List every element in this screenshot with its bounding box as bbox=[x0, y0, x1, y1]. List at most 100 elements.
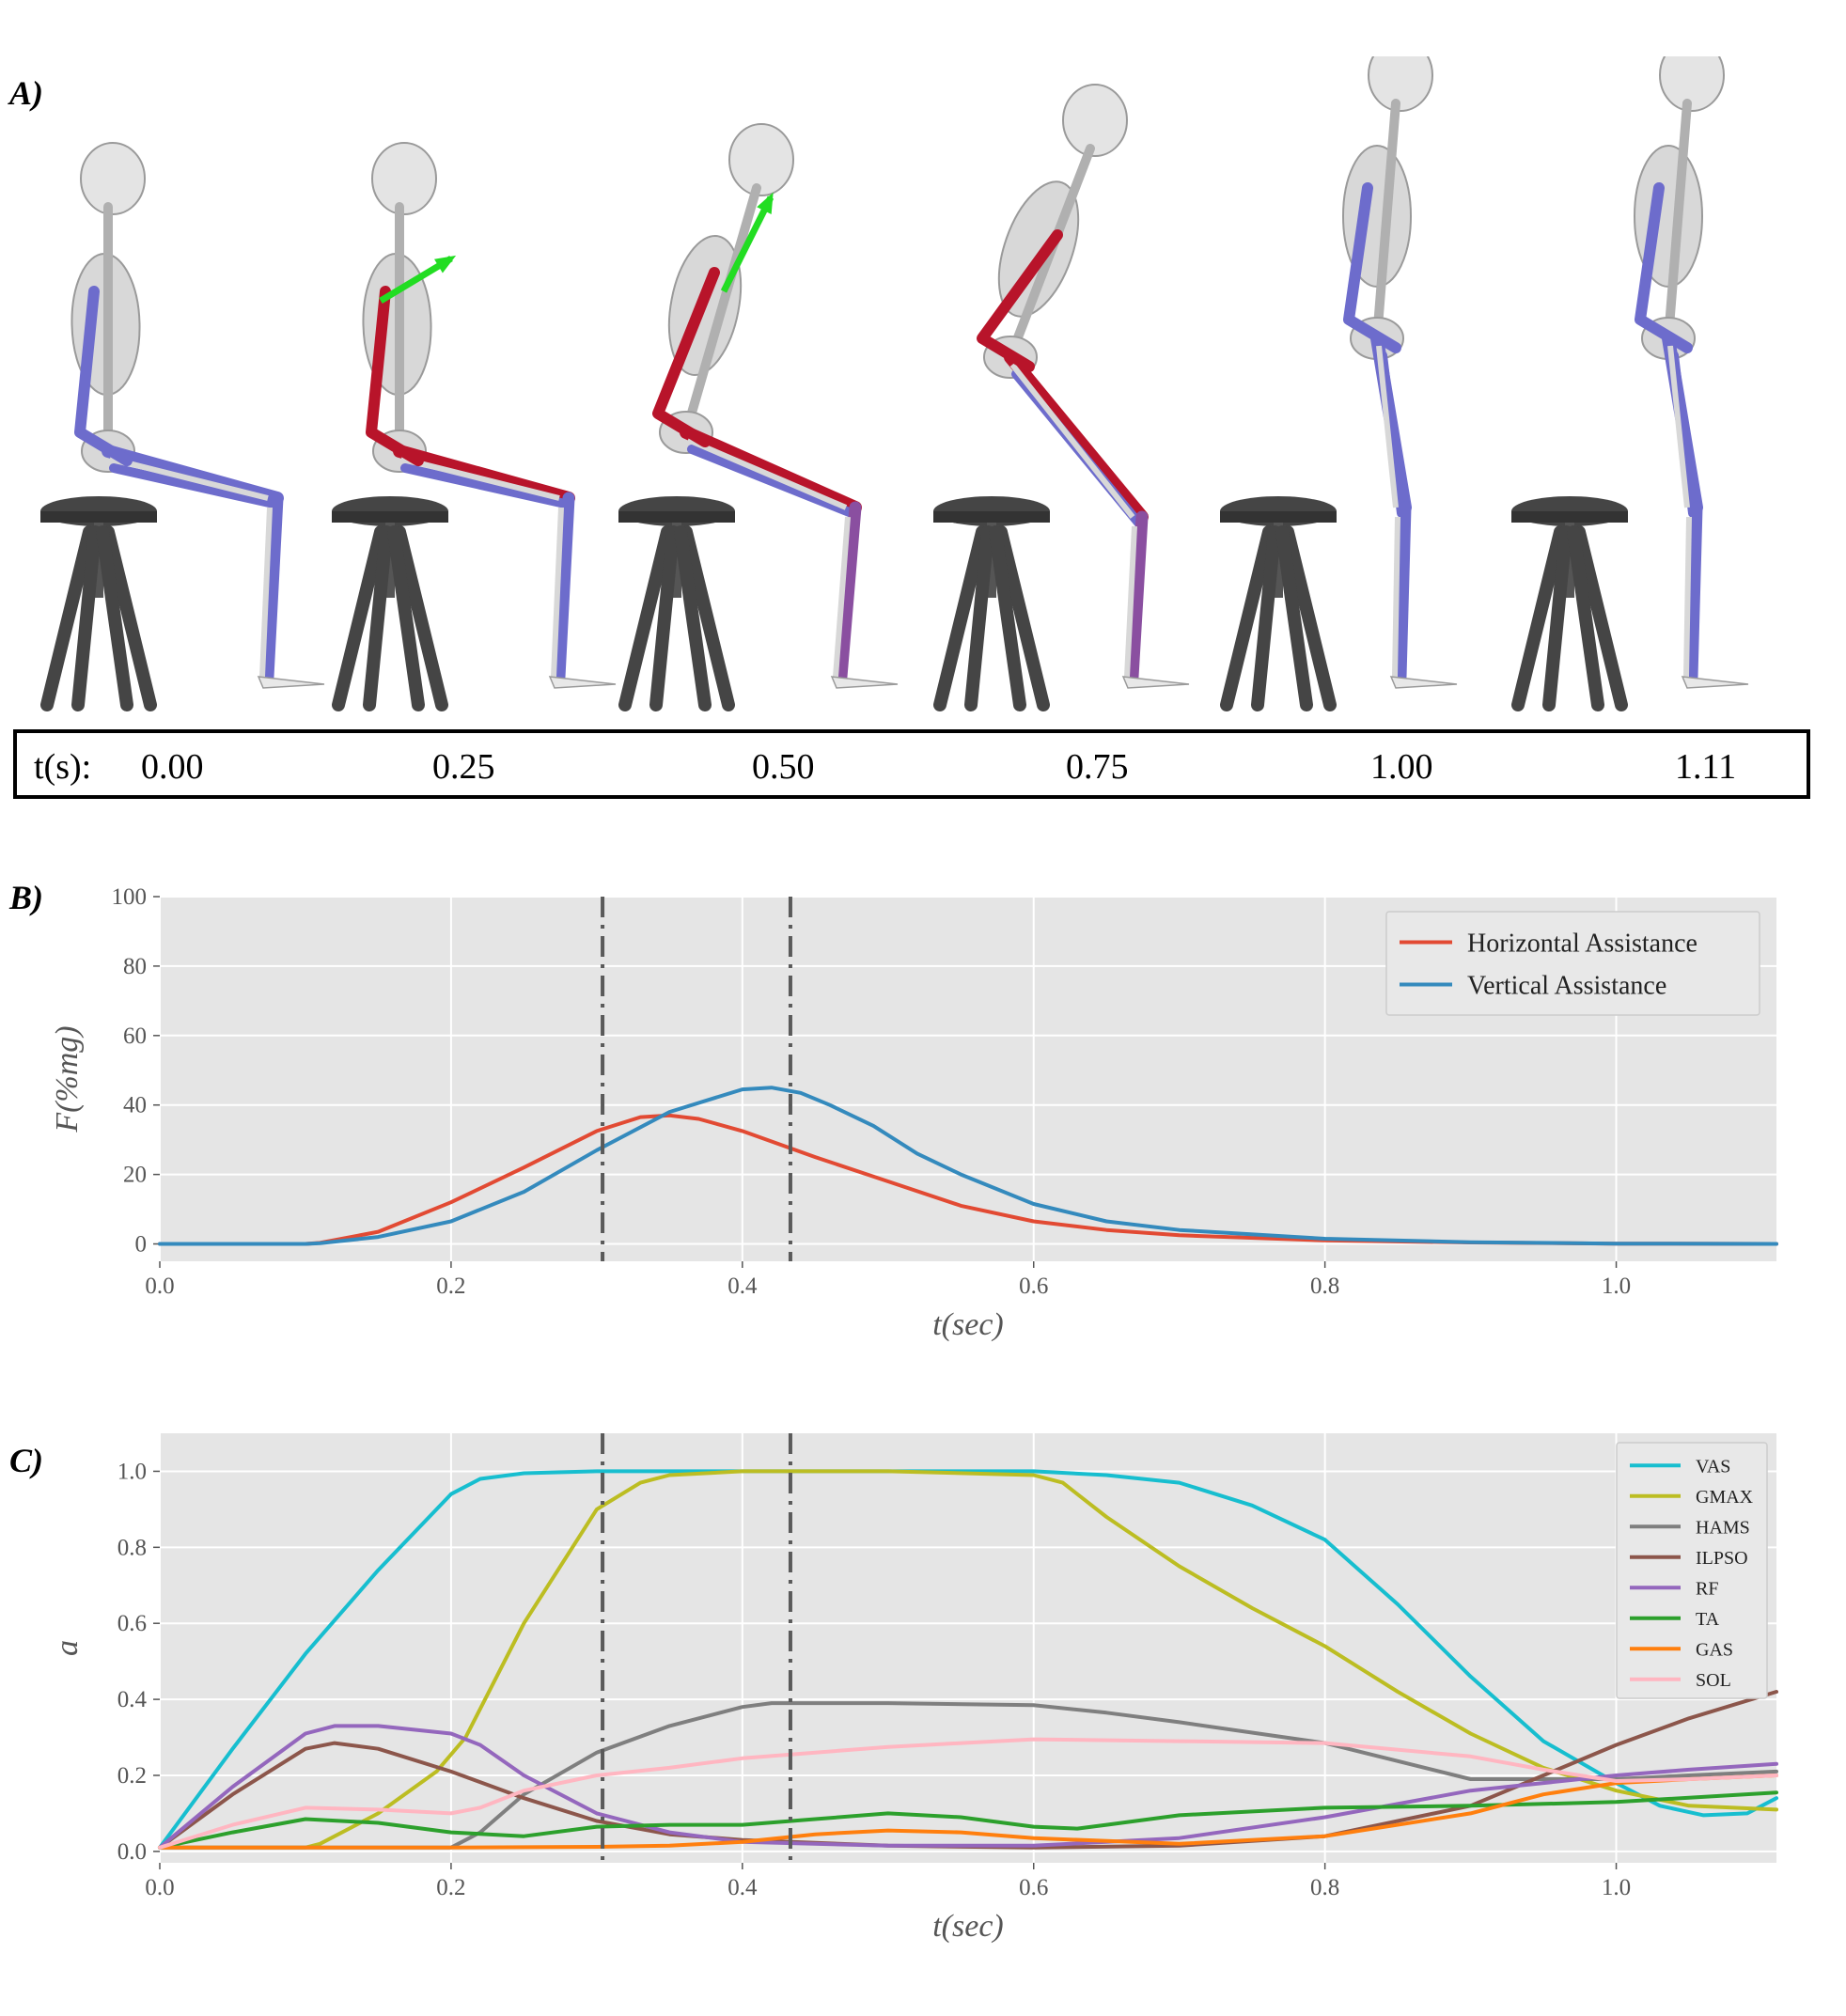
stool-leg bbox=[989, 525, 1026, 711]
stool-leg bbox=[102, 525, 157, 711]
x-tick-label: 0.4 bbox=[727, 1875, 758, 1900]
pose-figure bbox=[40, 142, 325, 711]
x-tick-label: 0.0 bbox=[145, 1274, 174, 1299]
thigh-muscle bbox=[1004, 351, 1149, 524]
time-value: 1.00 bbox=[1370, 747, 1433, 787]
series-line bbox=[158, 1774, 1778, 1850]
tibia bbox=[1683, 516, 1692, 678]
legend-label: VAS bbox=[1696, 1456, 1730, 1477]
arm-muscle bbox=[366, 286, 424, 466]
time-row-label: t(s): bbox=[34, 747, 92, 787]
thigh-muscle-back bbox=[687, 445, 856, 518]
x-tick-label: 0.2 bbox=[436, 1875, 465, 1900]
x-axis-label: t(sec) bbox=[932, 1307, 1004, 1342]
legend-label: GAS bbox=[1696, 1639, 1733, 1660]
femur bbox=[686, 437, 848, 510]
stool-leg bbox=[1511, 525, 1567, 711]
arm-muscle bbox=[1343, 182, 1401, 353]
x-tick-label: 0.0 bbox=[145, 1875, 174, 1900]
y-tick-label: 0.0 bbox=[117, 1839, 147, 1865]
stool-leg bbox=[1251, 525, 1281, 711]
shank-muscle bbox=[261, 492, 284, 683]
skull bbox=[1368, 56, 1433, 112]
foot bbox=[1681, 676, 1749, 689]
pose-figure bbox=[1511, 56, 1749, 711]
pose-figure bbox=[933, 84, 1190, 711]
series-line bbox=[158, 1086, 1778, 1246]
x-tick-label: 1.0 bbox=[1602, 1274, 1631, 1299]
legend-label: Vertical Assistance bbox=[1467, 971, 1666, 1000]
shank-muscle bbox=[1126, 510, 1149, 683]
stool-seat-edge bbox=[332, 511, 448, 523]
thigh-muscle bbox=[393, 445, 575, 505]
y-tick-label: 0.2 bbox=[117, 1763, 147, 1789]
stool-leg bbox=[994, 525, 1050, 711]
legend-label: TA bbox=[1696, 1609, 1720, 1630]
thigh-muscle-back bbox=[400, 463, 570, 508]
series-line bbox=[158, 1469, 1778, 1850]
tibia bbox=[1124, 525, 1137, 678]
time-value: 0.75 bbox=[1066, 747, 1129, 787]
arm-muscle bbox=[1635, 182, 1693, 353]
y-tick-label: 20 bbox=[123, 1163, 147, 1188]
skull bbox=[1062, 84, 1128, 157]
femur bbox=[1009, 363, 1135, 519]
spine bbox=[1664, 99, 1692, 343]
skull bbox=[371, 142, 437, 215]
y-tick-label: 0.6 bbox=[117, 1611, 147, 1636]
assistance-arrow-head bbox=[757, 192, 774, 214]
femur bbox=[1667, 345, 1690, 508]
series-line bbox=[158, 1701, 1778, 1850]
foot bbox=[548, 676, 617, 689]
y-tick-label: 0.8 bbox=[117, 1535, 147, 1560]
legend-label: SOL bbox=[1696, 1670, 1731, 1691]
shank-muscle bbox=[1685, 501, 1703, 683]
stool-leg bbox=[933, 525, 989, 711]
time-value: 1.11 bbox=[1675, 747, 1737, 787]
stool-leg bbox=[71, 525, 102, 711]
stool-leg bbox=[363, 525, 393, 711]
foot bbox=[1389, 676, 1458, 689]
foot bbox=[830, 676, 899, 689]
stool-leg bbox=[1567, 525, 1604, 711]
tibia bbox=[551, 507, 564, 678]
thigh-muscle-back bbox=[1378, 351, 1406, 518]
shank-muscle bbox=[835, 501, 862, 683]
assistance-force-chart: 0.0 0.2 0.4 0.6 0.8 1.0 0 20 40 60 80 100 t(sec) F(%m… bbox=[50, 884, 1778, 1342]
thigh-muscle bbox=[680, 426, 862, 514]
stool-leg bbox=[964, 525, 994, 711]
spine bbox=[1372, 99, 1400, 343]
series-line bbox=[158, 1113, 1778, 1246]
tibia bbox=[1392, 516, 1400, 678]
series-line bbox=[158, 1737, 1778, 1850]
skull bbox=[1659, 56, 1725, 112]
series-line bbox=[158, 1724, 1778, 1850]
y-tick-label: 1.0 bbox=[117, 1459, 147, 1484]
y-tick-label: 100 bbox=[112, 884, 148, 910]
stool-leg bbox=[1542, 525, 1572, 711]
stool-seat-edge bbox=[618, 511, 735, 523]
x-tick-label: 0.8 bbox=[1310, 1875, 1339, 1900]
femur bbox=[400, 456, 560, 501]
series-line bbox=[158, 1790, 1778, 1850]
arm-muscle bbox=[652, 267, 720, 447]
stool-leg bbox=[40, 525, 96, 711]
y-tick-label: 60 bbox=[123, 1024, 147, 1049]
arm-muscle bbox=[74, 286, 133, 466]
y-tick-label: 40 bbox=[123, 1093, 147, 1118]
x-tick-label: 0.6 bbox=[1019, 1875, 1048, 1900]
x-tick-label: 1.0 bbox=[1602, 1875, 1631, 1900]
legend-label: HAMS bbox=[1696, 1517, 1750, 1538]
y-axis-label: a bbox=[50, 1640, 85, 1656]
sit-to-stand-sequence bbox=[40, 56, 1749, 711]
x-tick-label: 0.6 bbox=[1019, 1274, 1048, 1299]
thigh-muscle-back bbox=[1669, 351, 1697, 518]
pose-figure bbox=[618, 123, 899, 711]
stool-leg bbox=[1275, 525, 1313, 711]
stool-seat-edge bbox=[40, 511, 157, 523]
stool-leg bbox=[96, 525, 133, 711]
muscle-activation-chart: 0.0 0.2 0.4 0.6 0.8 1.0 0.0 0.2 0.4 0.6 0.8 1.0 t(se… bbox=[50, 1433, 1778, 1944]
femur bbox=[109, 456, 269, 501]
time-value: 0.00 bbox=[141, 747, 204, 787]
stool-seat-edge bbox=[1220, 511, 1337, 523]
